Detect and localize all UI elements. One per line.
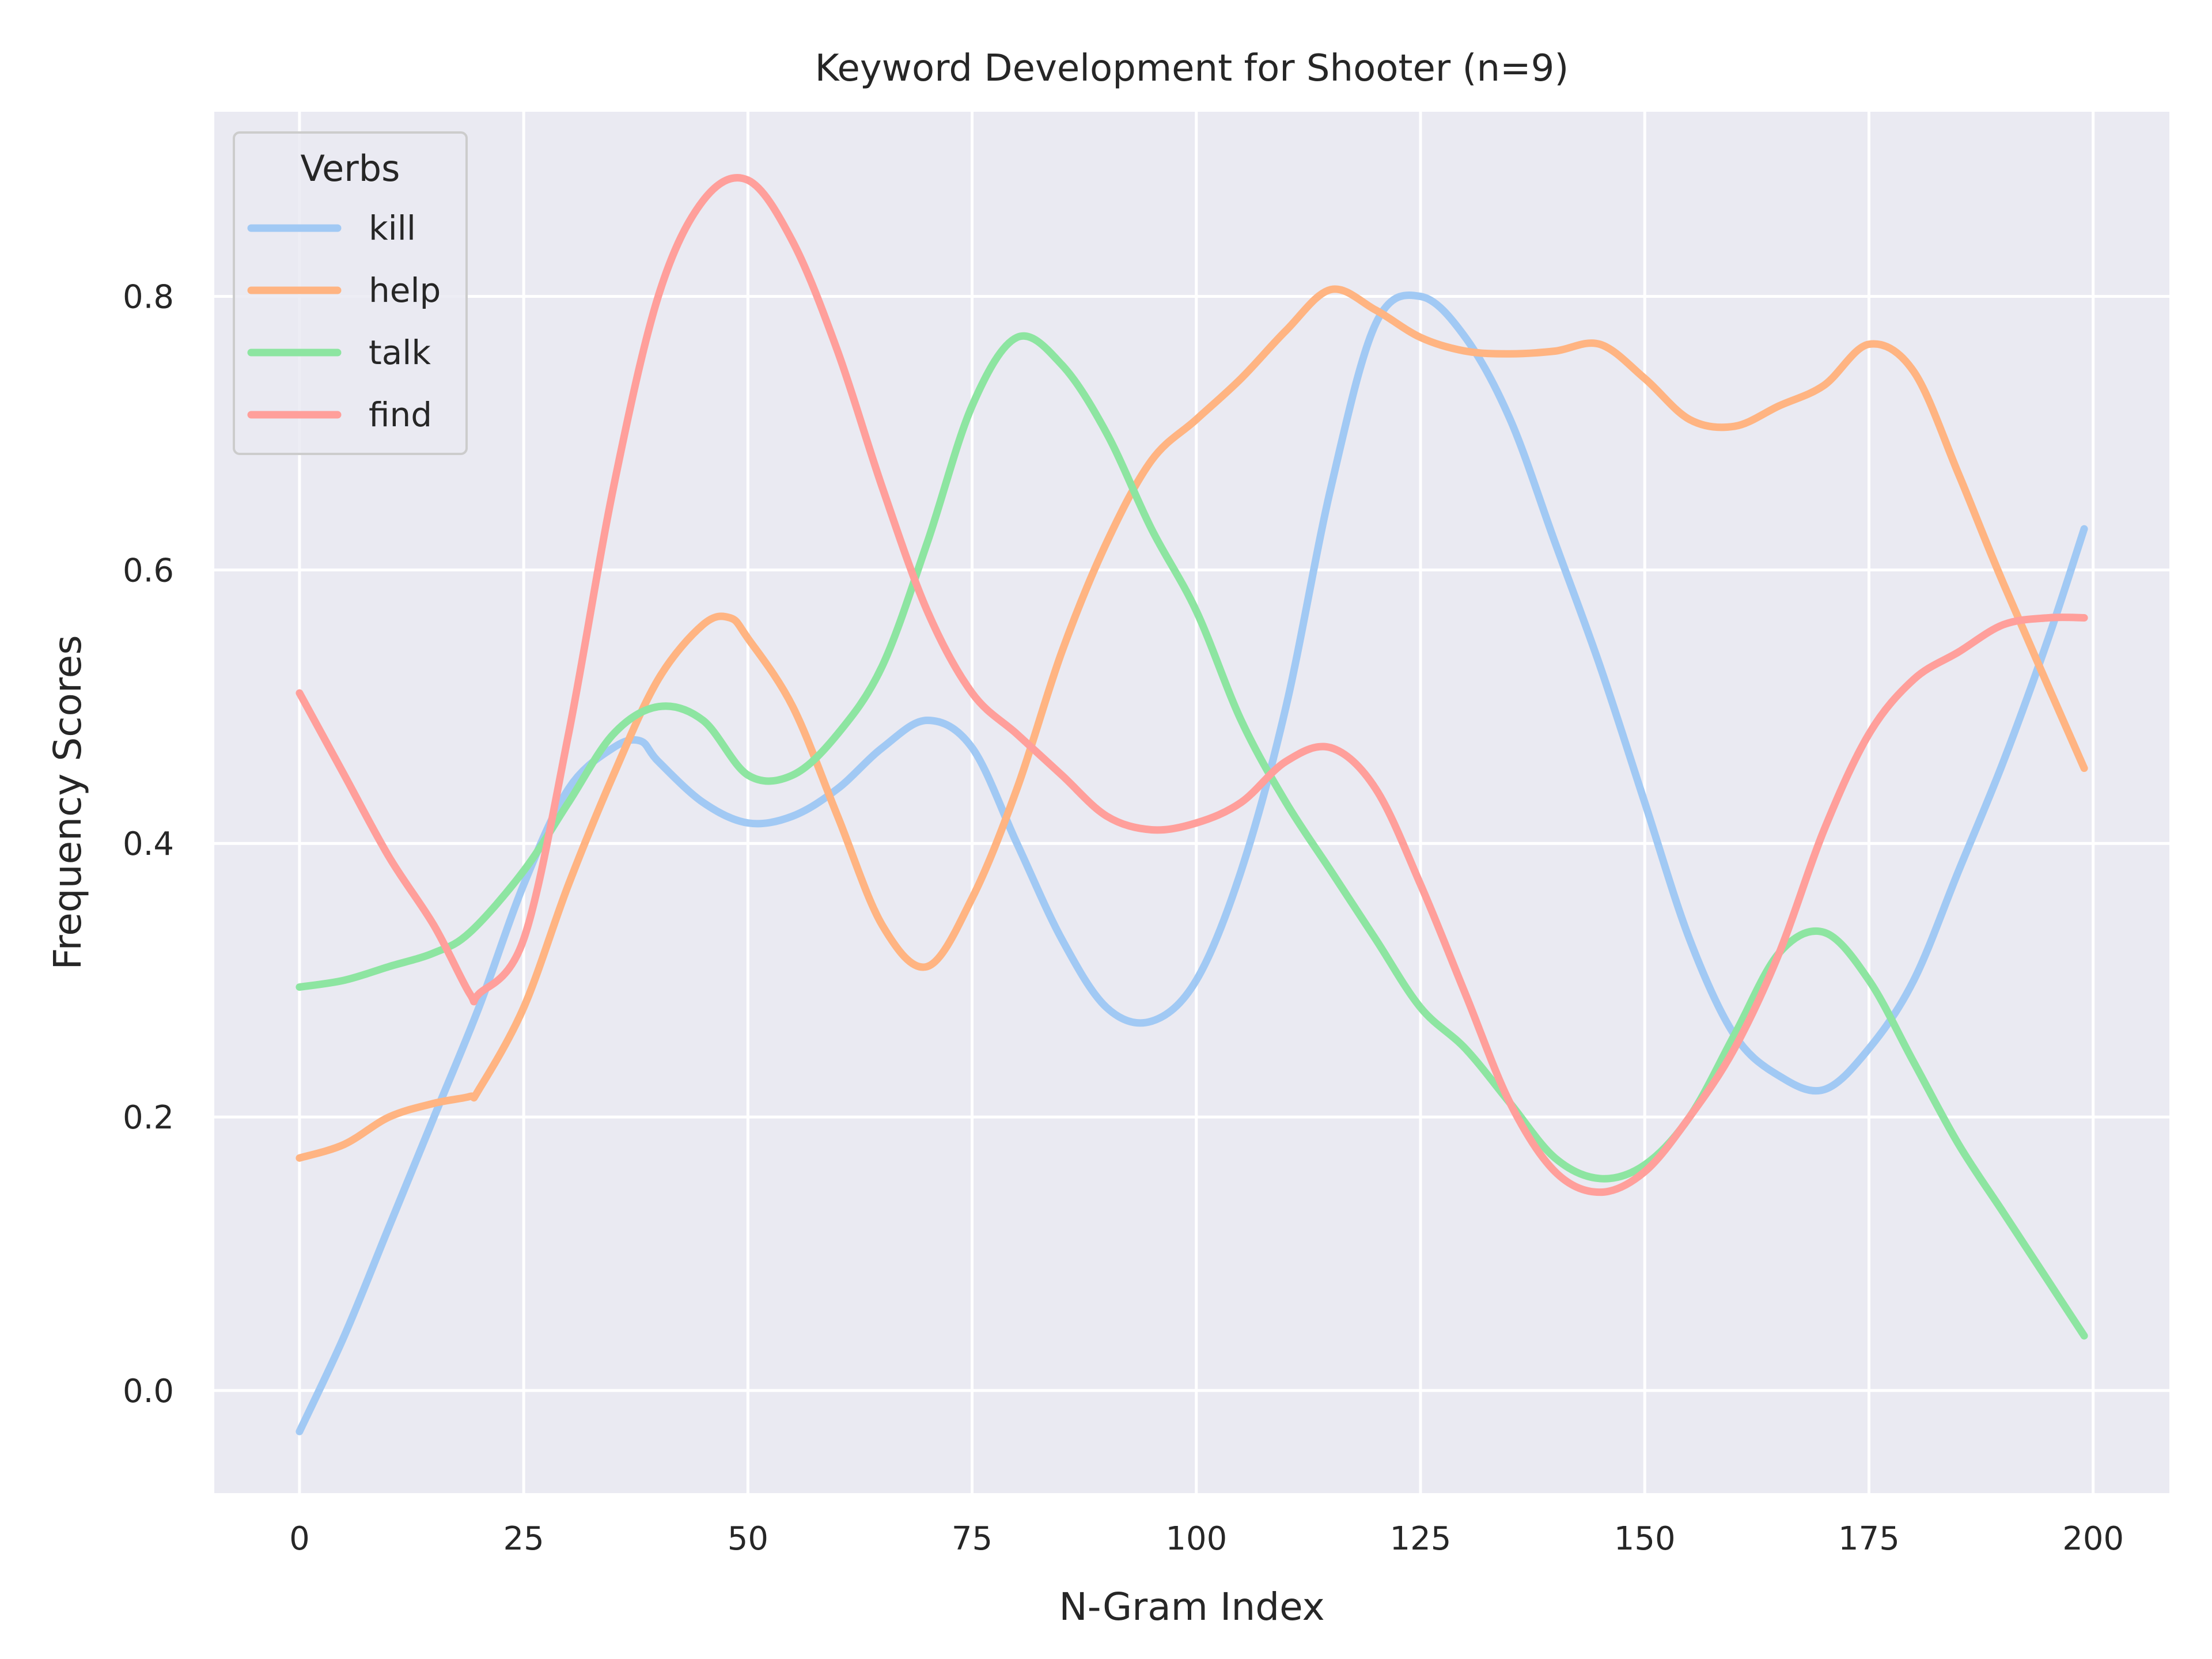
legend-label-help: help [369,271,441,310]
y-tick-label: 0.2 [123,1099,174,1137]
x-tick-label: 125 [1390,1520,1452,1558]
series-line-find [296,174,2088,1196]
legend-label-find: find [369,395,432,434]
x-axis-label: N-Gram Index [1059,1585,1324,1629]
series-lines [296,174,2088,1435]
legend: Verbs kill help talk find [233,131,468,455]
x-tick-label: 25 [503,1520,544,1558]
x-tick-label: 0 [289,1520,310,1558]
y-tick-label: 0.0 [123,1373,174,1410]
x-tick-label: 50 [728,1520,768,1558]
legend-title: Verbs [301,147,400,190]
y-axis-label: Frequency Scores [46,635,90,969]
series-line-help [296,285,2088,1162]
x-tick-label: 100 [1165,1520,1227,1558]
legend-frame [233,131,468,455]
y-tick-label: 0.6 [123,552,174,589]
series-line-talk [296,332,2088,1340]
legend-label-talk: talk [369,333,431,372]
series-line-kill [296,291,2088,1435]
x-tick-label: 75 [952,1520,993,1558]
legend-label-kill: kill [369,209,416,248]
legend-items: kill help talk find [247,209,441,434]
plot-area [214,112,2169,1493]
x-tick-label: 150 [1614,1520,1676,1558]
x-tick-labels: 0 25 50 75 100 125 150 175 200 [289,1520,2124,1558]
chart-title: Keyword Development for Shooter (n=9) [815,47,1569,90]
y-tick-label: 0.4 [123,825,174,863]
y-tick-labels: 0.0 0.2 0.4 0.6 0.8 [123,279,174,1410]
x-tick-label: 175 [1838,1520,1900,1558]
y-tick-label: 0.8 [123,279,174,316]
x-tick-label: 200 [2062,1520,2124,1558]
